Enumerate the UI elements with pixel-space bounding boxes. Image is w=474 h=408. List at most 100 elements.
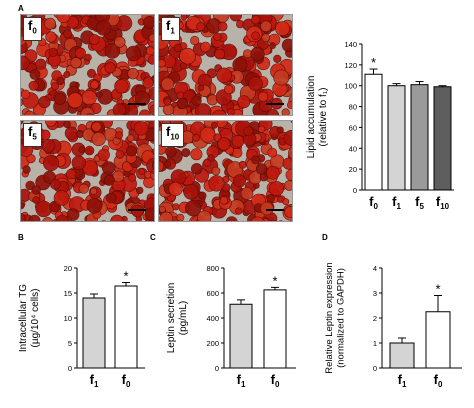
lipid-droplet (173, 43, 182, 52)
lipid-droplet (180, 15, 188, 21)
lipid-droplet (211, 109, 228, 115)
lipid-droplet (103, 174, 115, 186)
lipid-droplet (110, 214, 124, 221)
lipid-droplet (24, 110, 35, 115)
lipid-droplet (235, 207, 243, 215)
lipid-droplet (208, 175, 225, 192)
lipid-droplet (214, 48, 226, 60)
lipid-droplet (50, 179, 61, 190)
lipid-droplet (216, 67, 232, 83)
lipid-droplet (190, 35, 200, 46)
category-label: f0 (434, 372, 443, 389)
category-label-sub: 1 (402, 380, 407, 389)
panel-label-a: A (18, 4, 24, 13)
lipid-droplet (255, 163, 268, 175)
lipid-droplet (196, 22, 206, 32)
lipid-droplet (91, 131, 106, 147)
lipid-droplet (78, 183, 89, 194)
y-tick-label: 80 (349, 103, 357, 112)
scale-bar (128, 209, 146, 211)
y-tick-label: 40 (349, 144, 357, 153)
category-label-base: f (122, 372, 127, 387)
lipid-droplet (251, 31, 260, 41)
lipid-droplet (91, 121, 102, 132)
category-label-base: f (90, 372, 95, 387)
lipid-droplet (56, 76, 65, 85)
y-tick-label: 800 (206, 264, 219, 273)
y-tick-label: 20 (64, 264, 72, 273)
lipid-droplet (21, 121, 24, 125)
lipid-droplet (138, 168, 146, 175)
lipid-droplet (53, 190, 70, 206)
lipid-droplet (42, 155, 59, 172)
lipid-droplet (104, 62, 116, 74)
lipid-droplet (257, 91, 269, 102)
category-label-sub: 1 (241, 380, 246, 389)
lipid-droplet (179, 62, 187, 70)
lipid-droplet (195, 103, 212, 115)
y-axis-label: Lipid accumulation(relative to f₁) (306, 76, 329, 159)
lipid-droplet (238, 160, 247, 169)
y-tick-label: 2 (373, 314, 377, 323)
lipid-droplet (21, 55, 30, 71)
category-label: f5 (415, 194, 424, 211)
y-tick-label: 400 (206, 314, 219, 323)
lipid-droplet (29, 69, 41, 80)
bar (410, 84, 429, 191)
category-label: f10 (436, 194, 450, 211)
micrograph-f5: f5 (20, 120, 155, 222)
lipid-droplet (64, 126, 79, 141)
micrograph-tag: f0 (23, 17, 42, 41)
lipid-droplet (199, 126, 216, 143)
lipid-droplet (41, 138, 56, 153)
category-label-sub: 1 (396, 202, 401, 211)
lipid-droplet (131, 204, 145, 218)
lipid-droplet (243, 126, 254, 137)
lipid-droplet (240, 187, 254, 200)
lipid-droplet (159, 59, 166, 68)
category-label-base: f (415, 194, 420, 209)
category-label-base: f (392, 194, 397, 209)
lipid-droplet (250, 216, 265, 221)
lipid-droplet (257, 125, 266, 133)
lipid-droplet (213, 32, 222, 41)
lipid-droplet (159, 160, 164, 172)
lipid-droplet (105, 192, 117, 204)
lipid-droplet (127, 67, 139, 80)
significance-marker: * (123, 269, 128, 284)
lipid-droplet (260, 20, 272, 33)
panel-label-b: B (18, 233, 24, 242)
lipid-droplet (32, 196, 40, 204)
category-label-base: f (436, 194, 441, 209)
lipid-droplet (227, 108, 235, 115)
lipid-droplet (111, 221, 117, 222)
category-label-base: f (434, 372, 439, 387)
panel-label-c: C (150, 233, 156, 242)
category-label-base: f (398, 372, 403, 387)
bar (263, 289, 287, 369)
lipid-droplet (260, 201, 274, 216)
y-axis-label: Relative Leptin expression(normalized to… (324, 262, 347, 373)
lipid-droplet (42, 217, 54, 221)
lipid-droplet (126, 114, 131, 115)
lipid-droplet (90, 80, 100, 90)
lipid-droplet (288, 146, 292, 160)
category-label-sub: 0 (275, 380, 280, 389)
lipid-droplet (28, 80, 39, 91)
lipid-droplet (31, 185, 41, 195)
lipid-droplet (190, 148, 203, 161)
lipid-droplet (21, 212, 26, 221)
lipid-droplet (198, 191, 207, 200)
category-label: f0 (122, 372, 131, 389)
lipid-droplet (101, 220, 107, 221)
lipid-droplet (44, 17, 56, 30)
lipid-droplet (38, 95, 51, 109)
lipid-droplet (97, 148, 110, 161)
lipid-droplet (273, 69, 290, 86)
lipid-droplet (200, 41, 211, 53)
lipid-droplet (232, 57, 248, 73)
panel-label-d: D (322, 233, 328, 242)
lipid-droplet (251, 15, 261, 25)
